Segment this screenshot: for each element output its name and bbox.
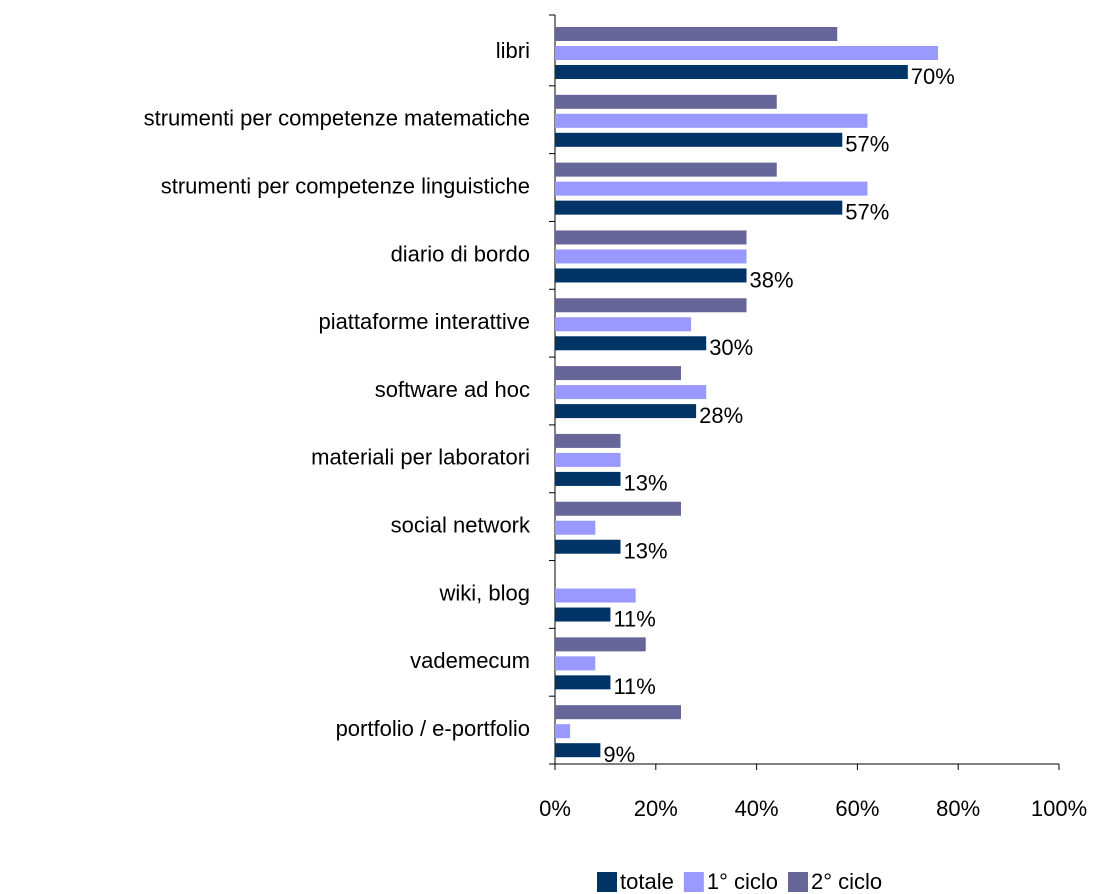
data-label: 57% — [845, 132, 889, 157]
bar — [555, 607, 611, 622]
bar — [555, 656, 596, 671]
bar — [555, 588, 636, 603]
bar — [555, 132, 843, 147]
bar — [555, 162, 777, 177]
category-label: strumenti per competenze linguistiche — [161, 173, 530, 198]
data-label: 70% — [911, 64, 955, 89]
x-tick-label: 20% — [634, 796, 678, 821]
data-label: 11% — [613, 606, 655, 631]
x-tick-label: 0% — [539, 796, 571, 821]
bar — [555, 385, 707, 400]
data-label: 57% — [845, 199, 889, 224]
bar — [555, 230, 747, 245]
bar — [555, 404, 697, 419]
bar — [555, 46, 939, 60]
bar — [555, 298, 747, 313]
bar — [555, 113, 868, 128]
legend-label: totale — [620, 869, 674, 894]
bar — [555, 65, 908, 79]
bar — [555, 743, 601, 758]
bar — [555, 471, 621, 486]
category-label: social network — [391, 513, 531, 538]
bar — [555, 675, 611, 690]
legend-label: 1° ciclo — [707, 869, 778, 894]
bar — [555, 501, 681, 516]
bar — [555, 336, 707, 351]
data-label: 28% — [699, 403, 743, 428]
bar — [555, 268, 747, 283]
category-label: software ad hoc — [375, 377, 530, 402]
category-label: vademecum — [410, 648, 530, 673]
bar — [555, 520, 596, 535]
x-tick-label: 100% — [1031, 796, 1087, 821]
bar — [555, 94, 777, 109]
x-tick-label: 80% — [936, 796, 980, 821]
data-label: 13% — [624, 471, 668, 496]
bar — [555, 200, 843, 215]
category-label: strumenti per competenze matematiche — [144, 106, 530, 131]
bar — [555, 27, 838, 41]
category-label: portfolio / e-portfolio — [336, 716, 530, 741]
data-label: 13% — [624, 539, 668, 564]
bar — [555, 366, 681, 381]
x-tick-label: 40% — [735, 796, 779, 821]
category-label: libri — [496, 38, 530, 63]
bar — [555, 539, 621, 554]
bar — [555, 249, 747, 264]
legend-label: 2° ciclo — [811, 869, 882, 894]
bar — [555, 452, 621, 467]
x-tick-label: 60% — [835, 796, 879, 821]
category-label: diario di bordo — [391, 241, 530, 266]
bar — [555, 433, 621, 448]
data-label: 11% — [613, 674, 655, 699]
bar — [555, 705, 681, 720]
data-label: 30% — [709, 335, 753, 360]
legend-swatch — [597, 872, 617, 892]
bar — [555, 181, 868, 196]
data-label: 38% — [750, 267, 794, 292]
data-label: 9% — [603, 742, 635, 767]
bar — [555, 637, 646, 652]
category-label: piattaforme interattive — [318, 309, 530, 334]
category-label: materiali per laboratori — [311, 445, 530, 470]
bar — [555, 317, 692, 332]
legend-swatch — [683, 872, 704, 892]
bar — [555, 724, 571, 739]
category-label: wiki, blog — [439, 580, 530, 605]
legend-swatch — [787, 872, 808, 892]
